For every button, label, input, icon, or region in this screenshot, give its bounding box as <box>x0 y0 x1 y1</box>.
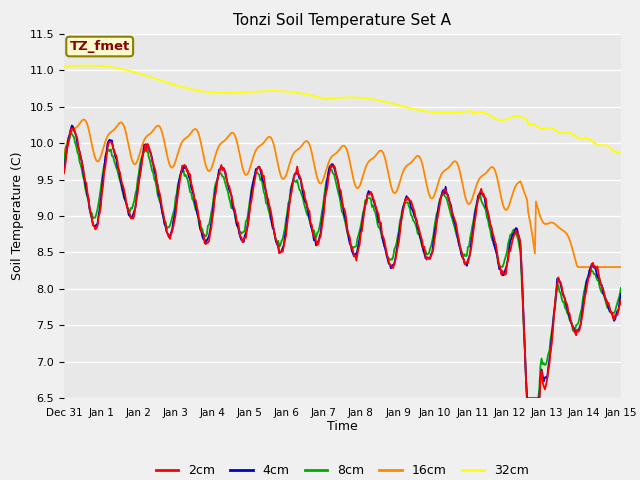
8cm <box>617 285 625 291</box>
2cm <box>329 163 337 168</box>
X-axis label: Time: Time <box>327 420 358 432</box>
16cm <box>606 264 614 270</box>
8cm <box>362 198 370 204</box>
8cm <box>326 166 333 172</box>
4cm <box>518 264 525 270</box>
32cm <box>362 96 370 101</box>
4cm <box>617 291 625 297</box>
16cm <box>518 181 525 187</box>
16cm <box>575 264 582 270</box>
Line: 16cm: 16cm <box>64 120 621 267</box>
Y-axis label: Soil Temperature (C): Soil Temperature (C) <box>11 152 24 280</box>
4cm <box>329 161 337 167</box>
16cm <box>326 157 333 163</box>
4cm <box>68 123 76 129</box>
16cm <box>362 163 370 168</box>
2cm <box>518 262 525 267</box>
8cm <box>60 159 68 165</box>
8cm <box>524 396 531 401</box>
2cm <box>617 298 625 303</box>
4cm <box>60 167 68 172</box>
2cm <box>60 170 68 176</box>
2cm <box>524 403 531 408</box>
32cm <box>329 96 337 101</box>
4cm <box>362 198 370 204</box>
16cm <box>393 189 401 194</box>
8cm <box>329 170 337 176</box>
8cm <box>518 272 525 278</box>
Line: 32cm: 32cm <box>64 65 621 153</box>
8cm <box>606 305 614 311</box>
8cm <box>393 240 401 246</box>
16cm <box>80 117 88 122</box>
Text: TZ_fmet: TZ_fmet <box>70 40 130 53</box>
32cm <box>617 150 625 156</box>
32cm <box>616 150 623 156</box>
2cm <box>606 305 614 311</box>
2cm <box>68 125 76 131</box>
4cm <box>606 309 614 314</box>
32cm <box>60 63 68 69</box>
4cm <box>524 396 531 401</box>
2cm <box>393 251 401 257</box>
2cm <box>362 201 370 206</box>
Line: 8cm: 8cm <box>64 132 621 398</box>
16cm <box>617 264 625 270</box>
32cm <box>393 102 401 108</box>
2cm <box>326 170 333 176</box>
4cm <box>326 164 333 169</box>
Line: 2cm: 2cm <box>64 128 621 406</box>
32cm <box>605 144 612 149</box>
32cm <box>326 96 333 102</box>
4cm <box>393 248 401 253</box>
Line: 4cm: 4cm <box>64 126 621 398</box>
Title: Tonzi Soil Temperature Set A: Tonzi Soil Temperature Set A <box>234 13 451 28</box>
32cm <box>518 114 525 120</box>
32cm <box>84 62 92 68</box>
8cm <box>67 129 74 134</box>
Legend: 2cm, 4cm, 8cm, 16cm, 32cm: 2cm, 4cm, 8cm, 16cm, 32cm <box>150 459 534 480</box>
16cm <box>329 153 337 158</box>
16cm <box>60 150 68 156</box>
